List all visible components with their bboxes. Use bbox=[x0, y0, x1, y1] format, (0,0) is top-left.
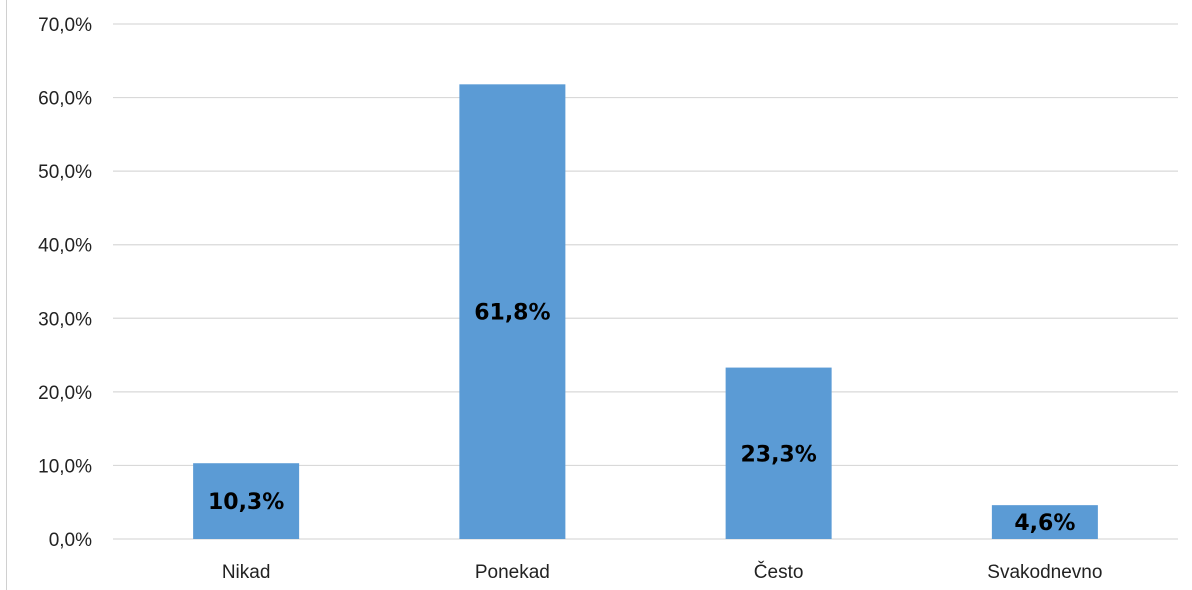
x-tick-label: Nikad bbox=[222, 562, 271, 583]
bar-nikad bbox=[193, 463, 300, 539]
x-tick-label: Ponekad bbox=[475, 562, 550, 583]
data-label: 61,8% bbox=[474, 301, 550, 326]
x-tick-label: Često bbox=[754, 561, 804, 583]
gridlines bbox=[113, 23, 1178, 540]
bar-često bbox=[725, 367, 832, 539]
y-tick-label: 40,0% bbox=[38, 236, 92, 257]
bars bbox=[193, 84, 1098, 539]
y-tick-label: 30,0% bbox=[38, 309, 92, 330]
bar-ponekad bbox=[459, 84, 566, 539]
x-axis-tick-labels: Nikad Ponekad Često Svakodnevno bbox=[222, 561, 1103, 583]
data-label: 4,6% bbox=[1014, 511, 1075, 536]
y-axis-tick-labels: 0,0% 10,0% 20,0% 30,0% 40,0% 50,0% 60,0% 70,0% bbox=[38, 15, 92, 551]
x-tick-label: Svakodnevno bbox=[987, 562, 1102, 583]
y-tick-label: 10,0% bbox=[38, 456, 92, 477]
y-tick-label: 60,0% bbox=[38, 89, 92, 110]
data-labels: 10,3% 61,8% 23,3% 4,6% bbox=[208, 301, 1075, 536]
y-tick-label: 50,0% bbox=[38, 162, 92, 183]
y-tick-label: 70,0% bbox=[38, 15, 92, 36]
bar-svakodnevno bbox=[991, 505, 1098, 539]
data-label: 10,3% bbox=[208, 490, 284, 515]
data-label: 23,3% bbox=[740, 442, 816, 467]
y-tick-label: 0,0% bbox=[49, 530, 92, 551]
y-tick-label: 20,0% bbox=[38, 383, 92, 404]
